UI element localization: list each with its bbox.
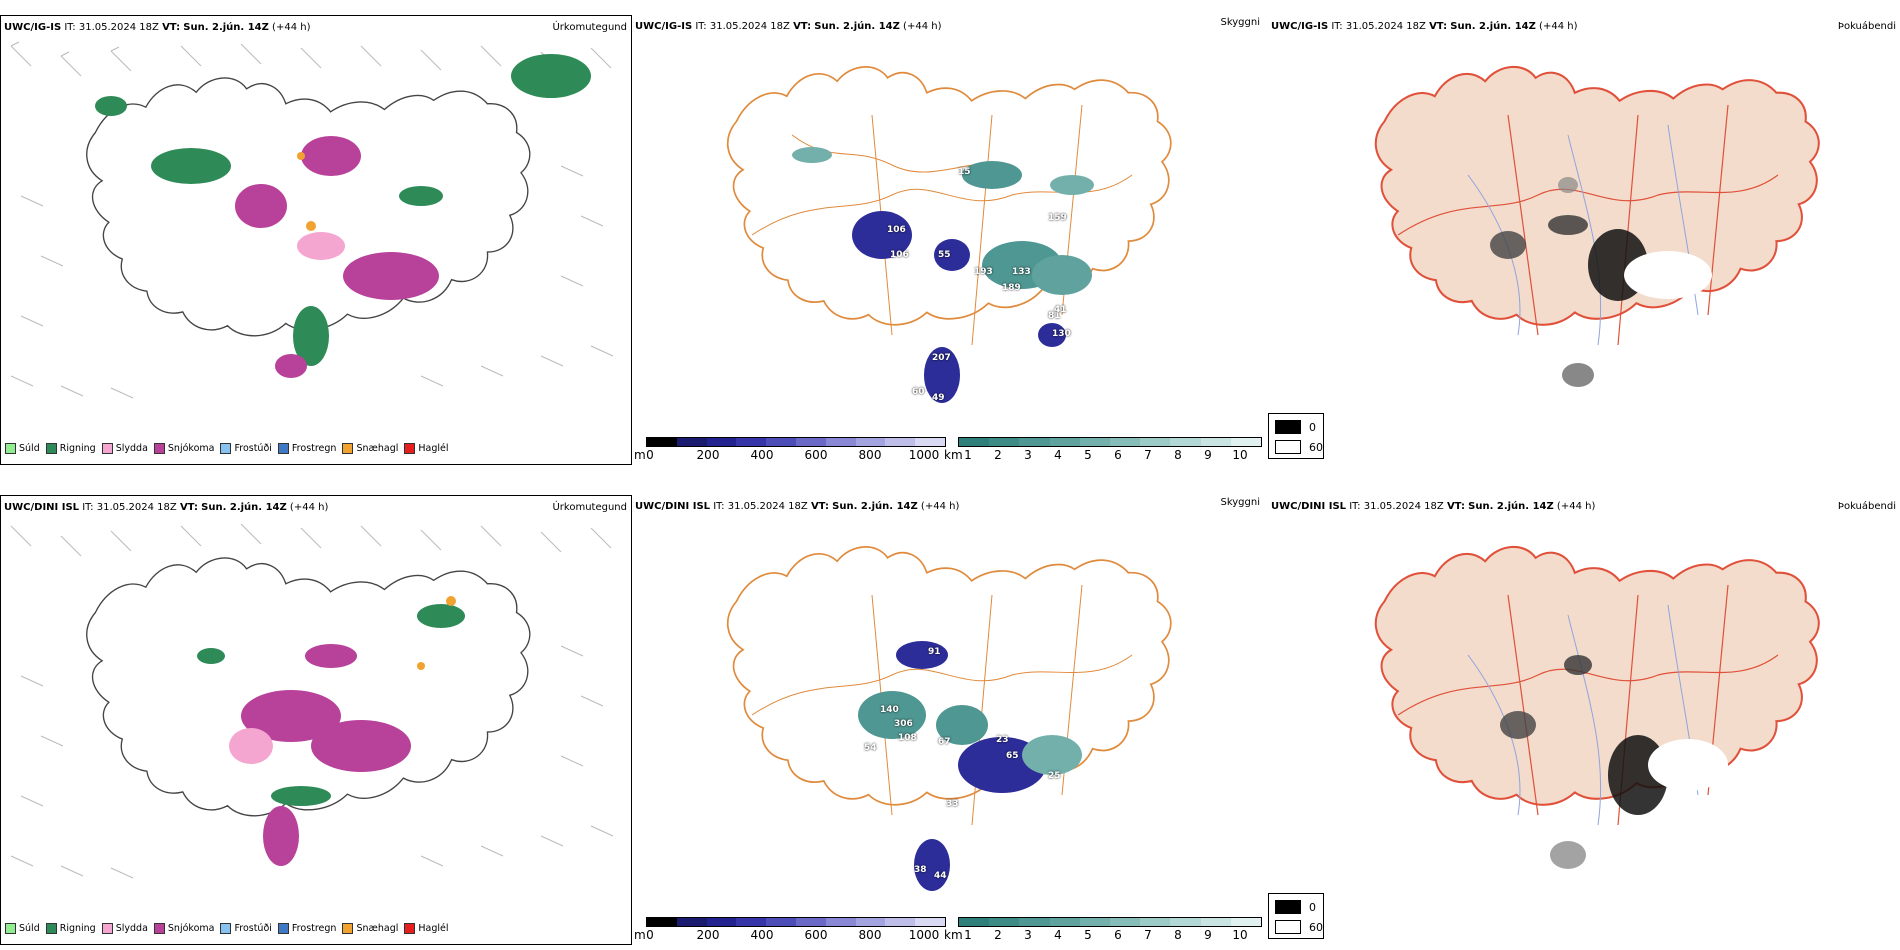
panel-label: Skyggni	[1220, 497, 1260, 508]
vis-value-label: 65	[1006, 751, 1019, 761]
legend-item: Haglél	[404, 923, 449, 934]
ceiling-unit: m	[634, 928, 646, 942]
precip-legend: Súld Rigning Slydda Snjókoma Frostúði Fr…	[5, 443, 449, 454]
vis-value-label: 306	[894, 719, 913, 729]
vis-value-label: 25	[1048, 771, 1061, 781]
wind-barbs	[10, 41, 614, 399]
panel-label: Þokuábendi	[1837, 21, 1896, 32]
vis-value-label: 130	[1052, 329, 1071, 339]
panel-label: Þokuábendi	[1837, 501, 1896, 512]
vis-value-label: 38	[914, 865, 927, 875]
fog-map	[1374, 545, 1820, 869]
panel-label: Úrkomutegund	[552, 22, 627, 33]
panel-title: UWC/IG-IS IT: 31.05.2024 18Z VT: Sun. 2.…	[635, 21, 942, 32]
legend-item: Snjókoma	[153, 923, 214, 934]
panel-title: UWC/IG-IS IT: 31.05.2024 18Z VT: Sun. 2.…	[4, 22, 311, 33]
legend-item: Snæhagl	[342, 443, 398, 454]
visibility-unit: km	[944, 928, 963, 942]
vis-value-label: 23	[996, 735, 1009, 745]
vis-value-label: 207	[932, 353, 951, 363]
legend-item: Frostúði	[220, 923, 272, 934]
visibility-colorbar: km 1 2 3 4 5 6 7 8 9 10	[944, 437, 1264, 465]
legend-item: Frostregn	[277, 443, 336, 454]
panel-title: UWC/DINI ISL IT: 31.05.2024 18Z VT: Sun.…	[635, 501, 960, 512]
fog-areas	[1500, 655, 1728, 869]
vis-value-label: 81	[1048, 311, 1061, 321]
vis-value-label: 60	[912, 387, 925, 397]
legend-item: Rigning	[45, 443, 96, 454]
precip-map	[10, 41, 614, 399]
ceiling-colorbar: m 0 200 400 600 800 1000	[632, 917, 952, 945]
vis-value-label: 91	[928, 647, 941, 657]
precip-map	[10, 523, 614, 879]
legend-item: Rigning	[45, 923, 96, 934]
vis-value-label: 67	[938, 737, 951, 747]
panel-title: UWC/DINI ISL IT: 31.05.2024 18Z VT: Sun.…	[1271, 501, 1596, 512]
vis-value-label: 33	[946, 799, 959, 809]
visibility-panel-row1: UWC/IG-IS IT: 31.05.2024 18Z VT: Sun. 2.…	[632, 15, 1268, 465]
fog-legend: 0 60	[1268, 893, 1324, 939]
vis-value-label: 15	[958, 167, 971, 177]
legend-item: Snjókoma	[153, 443, 214, 454]
roads	[1397, 104, 1779, 346]
panel-title: UWC/IG-IS IT: 31.05.2024 18Z VT: Sun. 2.…	[1271, 21, 1578, 32]
vis-value-label: 140	[880, 705, 899, 715]
vis-value-label: 159	[1048, 213, 1067, 223]
vis-value-label: 108	[898, 733, 917, 743]
precip-panel-row2: UWC/DINI ISL IT: 31.05.2024 18Z VT: Sun.…	[0, 495, 632, 945]
vis-value-label: 49	[932, 393, 945, 403]
legend-item: Slydda	[101, 443, 148, 454]
ceiling-unit: m	[634, 448, 646, 462]
legend-item: Frostúði	[220, 443, 272, 454]
panel-label: Úrkomutegund	[552, 502, 627, 513]
precip-areas	[95, 54, 591, 378]
vis-value-label: 193	[974, 267, 993, 277]
fog-legend: 0 60	[1268, 413, 1324, 459]
vis-value-label: 189	[1002, 283, 1021, 293]
fog-map	[1374, 65, 1820, 387]
visibility-unit: km	[944, 448, 963, 462]
visibility-map	[726, 546, 1172, 891]
legend-item: Súld	[5, 923, 40, 934]
legend-item: Haglél	[404, 443, 449, 454]
iceland-outline	[86, 77, 531, 337]
precip-panel-row1: UWC/IG-IS IT: 31.05.2024 18Z VT: Sun. 2.…	[0, 15, 632, 465]
vis-areas	[792, 147, 1094, 403]
vis-value-label: 106	[890, 250, 909, 260]
precip-areas	[197, 596, 465, 866]
vis-value-label: 133	[1012, 267, 1031, 277]
visibility-panel-row2: UWC/DINI ISL IT: 31.05.2024 18Z VT: Sun.…	[632, 495, 1268, 945]
legend-item: Slydda	[101, 923, 148, 934]
legend-item: Súld	[5, 443, 40, 454]
visibility-map	[726, 66, 1172, 403]
precip-legend: Súld Rigning Slydda Snjókoma Frostúði Fr…	[5, 923, 449, 934]
fog-panel-row1: UWC/IG-IS IT: 31.05.2024 18Z VT: Sun. 2.…	[1268, 15, 1900, 465]
visibility-colorbar: km 1 2 3 4 5 6 7 8 9 10	[944, 917, 1264, 945]
legend-item: Frostregn	[277, 923, 336, 934]
vis-value-label: 44	[934, 871, 947, 881]
vis-value-label: 55	[938, 250, 951, 260]
panel-label: Skyggni	[1220, 17, 1260, 28]
vis-value-label: 54	[864, 743, 877, 753]
legend-item: Snæhagl	[342, 923, 398, 934]
vis-value-label: 41	[1054, 305, 1067, 315]
fog-areas	[1490, 177, 1712, 387]
vis-value-label: 106	[887, 225, 906, 235]
panel-title: UWC/DINI ISL IT: 31.05.2024 18Z VT: Sun.…	[4, 502, 329, 513]
fog-panel-row2: UWC/DINI ISL IT: 31.05.2024 18Z VT: Sun.…	[1268, 495, 1900, 945]
ceiling-colorbar: m 0 200 400 600 800 1000	[632, 437, 952, 465]
wind-barbs	[10, 523, 614, 879]
vis-areas	[858, 641, 1082, 891]
